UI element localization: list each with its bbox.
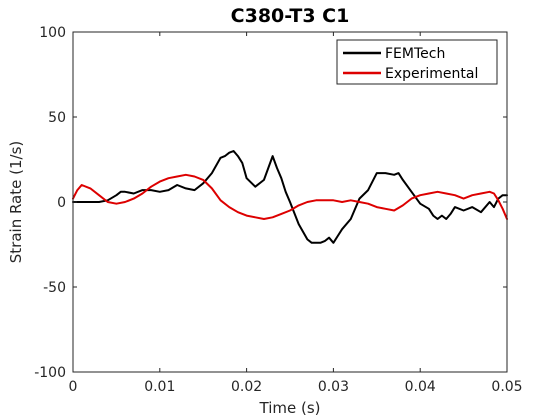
x-tick-label: 0.03 <box>318 379 349 395</box>
legend: FEMTech Experimental <box>336 39 498 85</box>
y-tick-label: -100 <box>34 365 66 381</box>
x-axis-ticks: 0 0.01 0.02 0.03 0.04 0.05 <box>69 32 523 395</box>
x-tick-label: 0.05 <box>491 379 522 395</box>
y-axis-label: Strain Rate (1/s) <box>7 141 25 263</box>
y-axis-ticks: -100 -50 0 50 100 <box>34 25 507 381</box>
series-line-1 <box>72 173 508 220</box>
x-tick-label: 0 <box>69 379 78 395</box>
y-tick-label: 50 <box>48 110 66 126</box>
x-tick-label: 0.02 <box>231 379 262 395</box>
y-tick-label: -50 <box>43 280 66 296</box>
chart-title: C380-T3 C1 <box>231 5 350 27</box>
x-axis-label: Time (s) <box>259 399 321 417</box>
series-layer <box>72 150 508 244</box>
legend-items: FEMTech Experimental <box>343 46 478 82</box>
plot-area: 0 0.01 0.02 0.03 0.04 0.05 -100 -50 0 50 100 <box>34 25 522 395</box>
y-tick-label: 0 <box>57 195 66 211</box>
legend-label-0: FEMTech <box>385 46 445 62</box>
x-tick-label: 0.04 <box>405 379 436 395</box>
legend-label-1: Experimental <box>385 66 478 82</box>
y-tick-label: 100 <box>39 25 66 41</box>
series-line-0 <box>72 150 508 244</box>
x-tick-label: 0.01 <box>144 379 175 395</box>
legend-box <box>336 39 498 85</box>
